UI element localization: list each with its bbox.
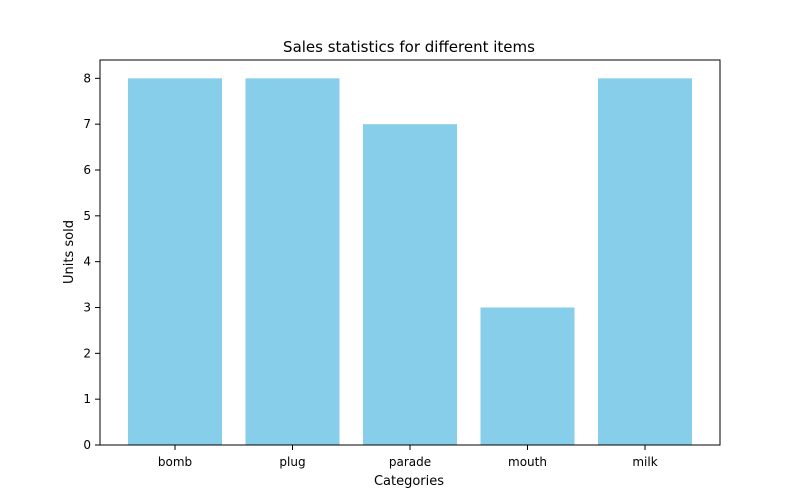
x-axis-ticks: bomb plug parade mouth milk: [158, 445, 658, 469]
y-tick-label-6: 6: [83, 163, 91, 177]
bar-plug: [245, 78, 340, 445]
x-tick-label-parade: parade: [389, 455, 431, 469]
y-tick-label-8: 8: [83, 71, 91, 85]
y-tick-label-1: 1: [83, 392, 91, 406]
bar-parade: [363, 124, 457, 446]
bars-group: [128, 78, 692, 446]
y-tick-label-3: 3: [83, 301, 91, 315]
y-axis-ticks: 0 1 2 3 4 5 6 7 8: [83, 71, 100, 452]
x-tick-label-mouth: mouth: [508, 455, 547, 469]
y-tick-label-4: 4: [83, 255, 91, 269]
bar-mouth: [480, 307, 575, 445]
y-tick-label-5: 5: [83, 209, 91, 223]
bar-bomb: [128, 78, 222, 445]
x-tick-label-bomb: bomb: [158, 455, 192, 469]
y-tick-label-7: 7: [83, 117, 91, 131]
x-tick-label-milk: milk: [632, 455, 657, 469]
y-tick-label-2: 2: [83, 346, 91, 360]
x-tick-label-plug: plug: [279, 455, 305, 469]
bar-milk: [598, 78, 692, 445]
y-axis-label: Units sold: [62, 220, 77, 284]
y-tick-label-0: 0: [83, 438, 91, 452]
x-axis-label: Categories: [374, 474, 444, 489]
plot-frame: [99, 59, 721, 446]
chart-title: Sales statistics for different items: [283, 38, 535, 56]
